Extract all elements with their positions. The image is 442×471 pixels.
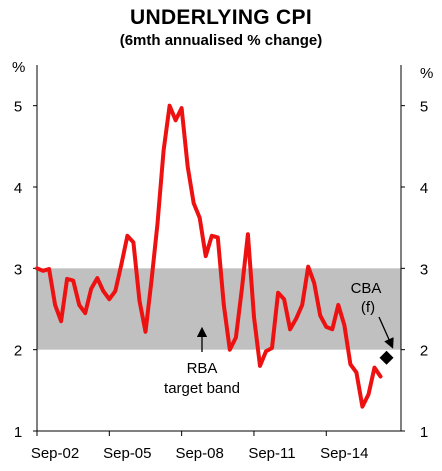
chart-title: UNDERLYING CPI (130, 6, 312, 29)
forecast-arrow (378, 316, 394, 349)
y-tick-label-right: 5 (420, 99, 428, 116)
y-tick-label-left: 1 (14, 424, 22, 441)
x-tick-label: Sep-02 (31, 445, 79, 462)
y-tick-label-right: 3 (420, 261, 428, 278)
y-tick-label-right: 4 (420, 180, 428, 197)
underlying-cpi-series-line (35, 103, 383, 409)
y-tick-label-left: 5 (14, 99, 22, 116)
band-label-line1: RBA (187, 360, 218, 377)
forecast-marker (379, 350, 394, 365)
y-tick-label-right: 2 (420, 343, 428, 360)
y-tick-label-left: 3 (14, 261, 22, 278)
y-tick-label-left: 4 (14, 180, 22, 197)
band-label-line2: target band (164, 380, 240, 397)
x-tick-label: Sep-05 (103, 445, 151, 462)
chart-subtitle: (6mth annualised % change) (119, 32, 323, 49)
y-unit-left: % (12, 59, 25, 76)
x-tick-label: Sep-08 (175, 445, 223, 462)
y-unit-right: % (420, 65, 433, 82)
x-tick-label: Sep-11 (248, 445, 295, 462)
forecast-label-line2: (f) (361, 299, 375, 316)
y-tick-label-left: 2 (14, 343, 22, 360)
forecast-label-line1: CBA (351, 280, 382, 297)
y-tick-label-right: 1 (420, 424, 428, 441)
x-tick-label: Sep-14 (320, 445, 368, 462)
